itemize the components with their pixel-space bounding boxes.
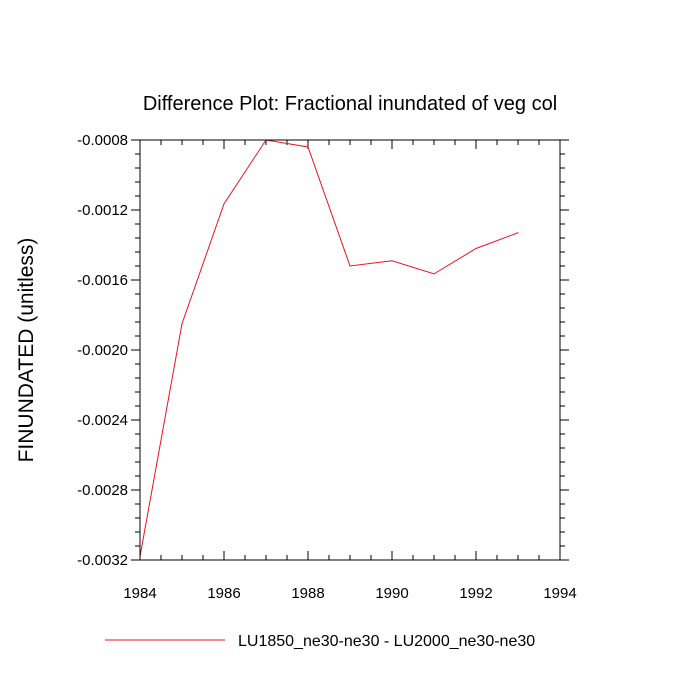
y-tick-label: -0.0020 — [77, 342, 128, 359]
data-point — [349, 265, 351, 267]
x-tick-label: 1992 — [459, 585, 492, 602]
x-tick-label: 1990 — [375, 585, 408, 602]
x-tick-label: 1986 — [207, 585, 240, 602]
plot-area: 1984 1986 1988 1990 1992 1994 -0.0032 -0.0028 -0… — [77, 132, 577, 602]
data-point — [307, 146, 309, 148]
plot-frame — [139, 139, 561, 561]
data-point — [433, 273, 435, 275]
x-tick-label: 1994 — [543, 585, 576, 602]
data-point — [391, 260, 393, 262]
chart-title: Difference Plot: Fractional inundated of… — [143, 93, 557, 115]
legend: LU1850_ne30-ne30 - LU2000_ne30-ne30 — [105, 633, 535, 650]
y-tick-label: -0.0032 — [77, 552, 128, 569]
data-point — [181, 323, 183, 325]
y-tick-label: -0.0024 — [77, 412, 128, 429]
y-tick-label: -0.0028 — [77, 482, 128, 499]
y-axis-label: FINUNDATED (unitless) — [15, 238, 38, 463]
data-point — [223, 203, 225, 205]
data-point — [475, 248, 477, 249]
y-tick-label: -0.0012 — [77, 202, 128, 219]
x-tick-label: 1988 — [291, 585, 324, 602]
legend-label: LU1850_ne30-ne30 - LU2000_ne30-ne30 — [238, 633, 535, 650]
data-point — [517, 232, 519, 234]
y-tick-label: -0.0008 — [77, 132, 128, 149]
y-tick-label: -0.0016 — [77, 272, 128, 289]
series-line-0 — [139, 139, 519, 557]
x-tick-label: 1984 — [123, 585, 156, 602]
